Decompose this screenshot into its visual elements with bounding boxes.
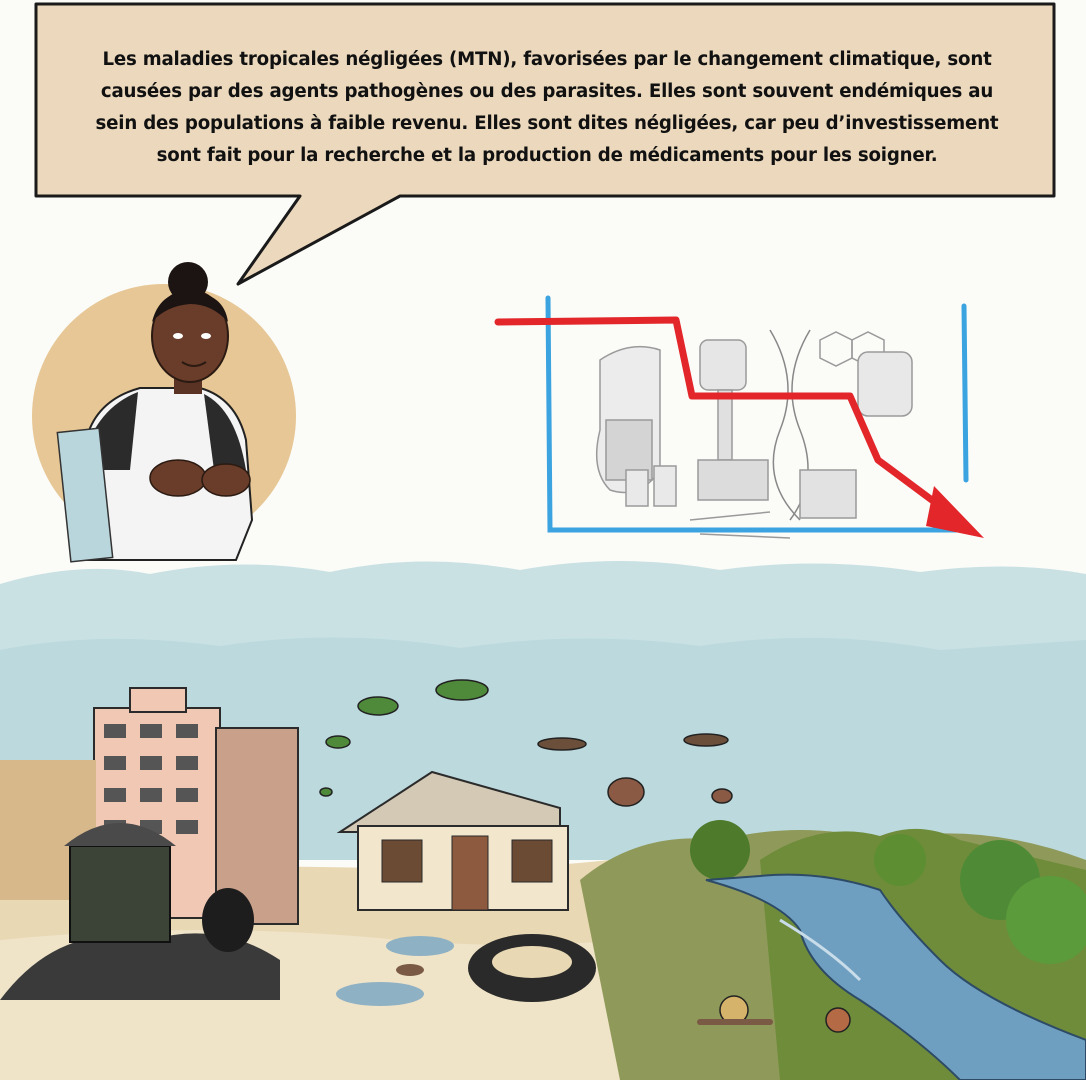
bubble-line: sein des populations à faible revenu. El… (95, 113, 999, 134)
garbage-pile (0, 823, 280, 1000)
house (336, 770, 569, 911)
puddles (336, 936, 454, 1006)
bubble-line: Les maladies tropicales négligées (MTN),… (102, 49, 992, 70)
research-decline-chart (494, 295, 984, 539)
old-tire (468, 934, 596, 1002)
snails (697, 995, 851, 1033)
bubble-line: sont fait pour la recherche et la produc… (156, 145, 938, 166)
speech-bubble-text: Les maladies tropicales négligées (MTN),… (48, 44, 1046, 172)
bubble-line: causées par des agents pathogènes ou des… (100, 81, 994, 102)
insects (319, 679, 733, 807)
speech-bubble (34, 2, 1056, 286)
speaker-portrait (32, 262, 296, 563)
